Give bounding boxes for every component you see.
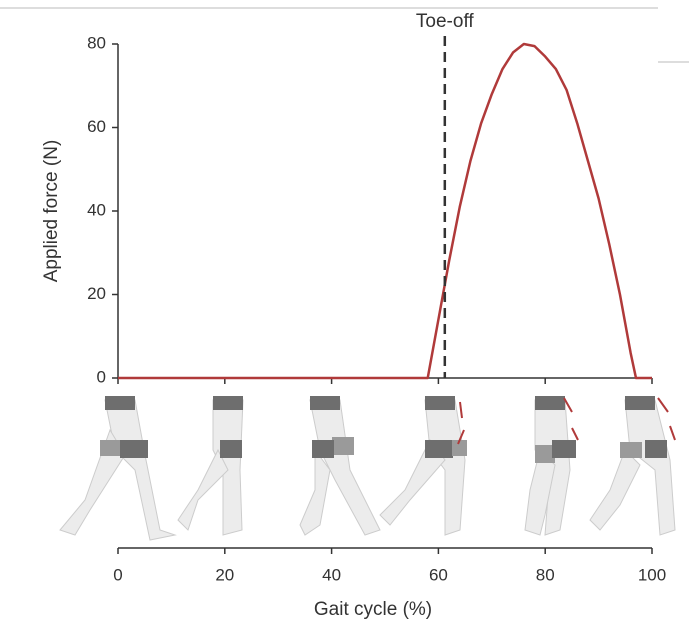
x-tick-label: 60 — [429, 565, 448, 584]
force-line — [118, 42, 652, 380]
x-tick-label: 80 — [536, 565, 555, 584]
y-tick-label: 80 — [87, 33, 106, 52]
x-tick-label: 100 — [638, 565, 666, 584]
x-tick-label: 40 — [322, 565, 341, 584]
x-axis-label: Gait cycle (%) — [314, 599, 432, 620]
y-tick-label: 20 — [87, 284, 106, 303]
y-axis-label: Applied force (N) — [41, 140, 62, 283]
y-tick-label: 60 — [87, 117, 106, 136]
y-tick-label: 0 — [97, 367, 106, 386]
y-tick-label: 40 — [87, 200, 106, 219]
annotation: Toe-off — [416, 11, 474, 32]
x-tick-label: 20 — [215, 565, 234, 584]
x-tick-label: 0 — [113, 565, 122, 584]
illustrations — [59, 396, 676, 541]
